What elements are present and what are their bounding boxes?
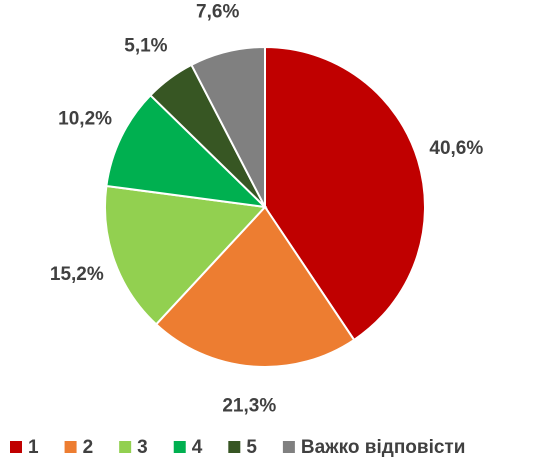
pie-slice [105, 93, 268, 209]
data-label: 21,3% [222, 395, 276, 416]
data-label: 40,6% [429, 138, 483, 159]
legend-swatch [64, 441, 77, 453]
legend-swatch [282, 441, 295, 453]
legend-swatch [173, 441, 186, 453]
legend-label: Важко відповісти [301, 437, 466, 458]
legend-label: 2 [83, 437, 94, 458]
legend-swatch [119, 441, 132, 453]
data-label: 5,1% [124, 35, 167, 56]
pie-slice [264, 45, 426, 342]
pie-slice [154, 205, 356, 368]
data-label: 15,2% [50, 264, 104, 285]
legend-swatch [10, 441, 22, 453]
legend-label: 5 [246, 437, 257, 458]
data-label: 10,2% [58, 109, 112, 130]
legend-label: 1 [28, 437, 39, 458]
legend-label: 3 [137, 437, 148, 458]
data-label: 7,6% [196, 2, 239, 23]
pie-slice [190, 45, 266, 208]
pie-slice [104, 184, 268, 326]
legend-label: 4 [192, 437, 203, 458]
legend-swatch [228, 441, 241, 453]
